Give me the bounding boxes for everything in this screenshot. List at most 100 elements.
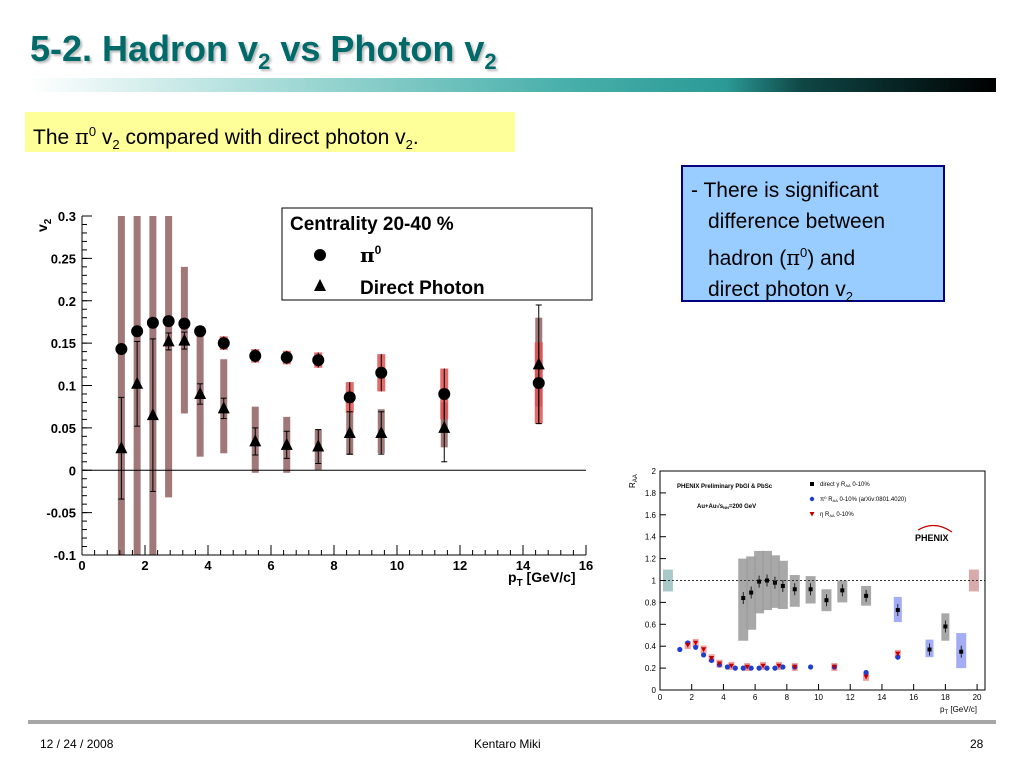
legend-box xyxy=(281,207,593,301)
eta-raa-point-8 xyxy=(776,663,782,669)
eta-raa-point-4 xyxy=(716,661,723,667)
pi0-raa-point-18 xyxy=(895,654,901,660)
raa-legend-marker-0 xyxy=(810,482,814,486)
x-tick-label-0: 0 xyxy=(78,558,85,573)
pi0-raa-point-11 xyxy=(764,665,770,671)
raa-y-tick-label-10: 2 xyxy=(652,467,657,476)
y-tick-label-7: 0.25 xyxy=(51,251,76,266)
y-tick-label-6: 0.2 xyxy=(58,294,76,309)
pi0-point-4 xyxy=(178,317,191,330)
pi0-point-9 xyxy=(312,354,325,367)
phenix-logo-arc xyxy=(917,524,953,533)
direct-gamma-point-4 xyxy=(772,580,777,585)
photon-point-4 xyxy=(178,333,191,346)
eta-raa-point-2 xyxy=(700,647,707,653)
eta-raa-point-0 xyxy=(685,642,691,648)
raa-y-tick-label-7: 1.4 xyxy=(645,533,657,542)
pi0-raa-point-6 xyxy=(724,664,730,670)
pi0-point-0 xyxy=(115,343,128,356)
slide-subtitle: The π0 v2 compared with direct photon v2… xyxy=(25,112,515,152)
eta-raa-point-6 xyxy=(744,664,750,670)
raa-legend-label-1: π⁰ RAA 0-10% (arXiv:0801.4020) xyxy=(820,496,906,503)
raa-legend-label-0: direct γ RAA 0-10% xyxy=(820,482,870,488)
photon-point-7 xyxy=(249,434,262,447)
photon-point-5 xyxy=(194,386,207,399)
eta-raa-point-1 xyxy=(693,640,699,646)
legend-label-photon: Direct Photon xyxy=(360,278,485,299)
photon-point-8 xyxy=(280,437,293,450)
direct-gamma-point-7 xyxy=(808,587,813,592)
x-tick-label-3: 6 xyxy=(267,558,274,573)
note-line-4: direct photon v2 xyxy=(708,278,853,305)
raa-y-tick-label-8: 1.6 xyxy=(645,511,657,520)
raa-y-tick-label-5: 1 xyxy=(652,577,657,586)
note-line-1: - There is significant xyxy=(691,179,879,202)
eta-raa-point-12 xyxy=(895,651,901,657)
pi0-raa-point-10 xyxy=(756,665,762,671)
raa-x-tick-label-4: 8 xyxy=(785,693,790,702)
y-tick-label-1: -0.05 xyxy=(46,506,76,521)
eta-raa-point-5 xyxy=(728,663,734,669)
pi0-point-13 xyxy=(532,376,545,389)
x-axis-label: pT [GeV/c] xyxy=(508,569,576,589)
direct-gamma-point-3 xyxy=(765,578,770,583)
direct-gamma-point-1 xyxy=(749,590,754,595)
direct-gamma-point-5 xyxy=(780,583,785,588)
pi0-point-11 xyxy=(375,366,388,379)
raa-annotation: Au+Au√sNN=200 GeV xyxy=(697,503,756,510)
photon-point-11 xyxy=(375,425,388,438)
raa-y-tick-label-1: 0.2 xyxy=(645,664,657,673)
raa-x-tick-label-10: 20 xyxy=(973,693,982,702)
y-tick-label-5: 0.15 xyxy=(51,336,76,351)
pi0-raa-point-12 xyxy=(772,665,778,671)
pi0-raa-point-9 xyxy=(748,665,754,671)
x-tick-label-1: 2 xyxy=(141,558,148,573)
raa-y-tick-label-9: 1.8 xyxy=(645,489,657,498)
note-box: - There is significant difference betwee… xyxy=(681,165,945,304)
pi0-raa-point-8 xyxy=(740,665,746,671)
eta-raa-point-10 xyxy=(831,664,837,670)
y-axis-label: v2 xyxy=(34,218,54,232)
legend-marker-circle xyxy=(314,249,326,261)
legend-header: Centrality 20-40 % xyxy=(290,214,454,235)
eta-raa-point-3 xyxy=(708,656,715,661)
x-tick-label-6: 12 xyxy=(453,558,467,573)
x-tick-label-7: 14 xyxy=(516,558,531,573)
raa-y-tick-label-6: 1.2 xyxy=(645,555,657,564)
photon-point-9 xyxy=(312,439,325,452)
x-tick-label-8: 16 xyxy=(579,558,593,573)
note-line-2: difference between xyxy=(708,210,886,233)
direct-gamma-point-10 xyxy=(864,593,869,598)
direct-gamma-point-9 xyxy=(840,588,845,593)
pi0-point-7 xyxy=(249,349,262,362)
pi0-raa-point-2 xyxy=(693,644,699,650)
photon-sys-box-3 xyxy=(165,216,173,498)
x-tick-label-2: 4 xyxy=(204,558,212,573)
note-line-3: hadron (π0) and xyxy=(708,245,856,270)
raa-x-tick-label-0: 0 xyxy=(658,693,663,702)
eta-raa-point-7 xyxy=(760,663,766,669)
pi0-raa-point-15 xyxy=(808,664,814,670)
raa-x-tick-label-6: 12 xyxy=(846,693,855,702)
photon-point-10 xyxy=(343,425,356,438)
pi0-point-1 xyxy=(131,325,144,338)
photon-point-3 xyxy=(162,334,175,347)
direct-gamma-point-0 xyxy=(741,596,746,601)
raa-legend-marker-1 xyxy=(809,496,815,502)
footer-author: Kentaro Miki xyxy=(474,737,541,751)
raa-x-tick-label-8: 16 xyxy=(909,693,918,702)
raa-x-tick-label-3: 6 xyxy=(753,693,758,702)
direct-gamma-point-13 xyxy=(943,624,948,629)
raa-x-tick-label-2: 4 xyxy=(721,693,726,702)
phenix-logo: PHENIX xyxy=(915,533,949,543)
direct-gamma-point-6 xyxy=(792,587,797,592)
direct-gamma-point-11 xyxy=(895,608,900,613)
pi0-point-3 xyxy=(162,315,175,328)
raa-y-tick-label-2: 0.4 xyxy=(645,642,657,651)
legend-label-pi0: π0 xyxy=(360,243,382,267)
raa-x-axis-label: pT [GeV/c] xyxy=(940,705,977,716)
eta-raa-point-11 xyxy=(863,674,869,680)
legend-marker-triangle xyxy=(314,279,326,291)
photon-sys-box-0 xyxy=(117,216,125,555)
